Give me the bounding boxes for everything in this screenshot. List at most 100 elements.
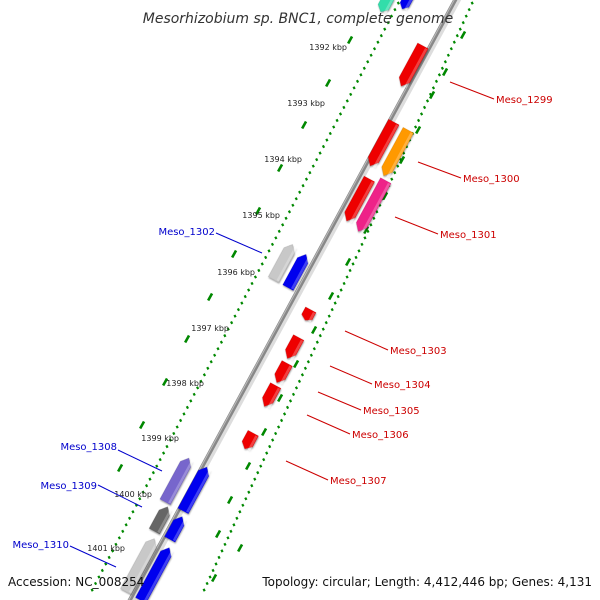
outer-dot <box>220 549 224 553</box>
leader-line <box>117 449 163 472</box>
inner-dot <box>141 490 145 494</box>
gene-meso-1304a-highlight <box>290 339 304 361</box>
kbp-label: 1392 kbp <box>309 43 347 52</box>
outer-major-tick <box>382 191 389 201</box>
kbp-label: 1400 kbp <box>114 490 152 499</box>
gene-meso-1309-highlight <box>172 518 187 542</box>
outer-dot <box>274 431 278 436</box>
gene-meso-1301a <box>344 175 376 223</box>
inner-dot <box>260 262 264 266</box>
inner-dot <box>175 425 179 429</box>
inner-dot <box>100 568 104 573</box>
inner-dot <box>332 125 336 129</box>
outer-dot <box>461 20 465 25</box>
outer-dot <box>458 27 462 31</box>
kbp-label: 1399 kbp <box>141 434 179 443</box>
inner-dot <box>138 497 142 501</box>
outer-dot <box>214 562 218 566</box>
inner-dot <box>294 197 298 201</box>
inner-dot <box>124 523 128 527</box>
inner-dot <box>321 144 326 149</box>
inner-dot <box>396 1 400 5</box>
outer-dot <box>306 360 310 364</box>
outer-dot <box>396 164 400 168</box>
gene-meso-1304a <box>285 334 305 361</box>
outer-dot <box>321 327 325 331</box>
inner-major-tick <box>207 292 214 302</box>
inner-major-tick <box>231 249 238 259</box>
outer-dot <box>452 40 456 44</box>
inner-major-tick <box>117 463 124 473</box>
inner-dot <box>155 464 159 468</box>
leader-line <box>97 484 143 508</box>
inner-dot <box>366 60 370 64</box>
gene-label: Meso_1305 <box>363 406 420 417</box>
outer-dot <box>294 386 299 390</box>
outer-dot <box>303 366 307 370</box>
gene-meso-1305 <box>262 382 282 409</box>
inner-dot <box>110 549 115 553</box>
outer-dot <box>440 66 444 70</box>
gene-label: Meso_1309 <box>40 481 97 492</box>
kbp-label: 1395 kbp <box>242 211 280 220</box>
outer-major-tick <box>363 225 370 235</box>
inner-dot <box>158 457 162 462</box>
outer-dot <box>300 373 304 377</box>
gene-meso-1301-highlight <box>361 182 391 234</box>
inner-dot <box>267 249 271 253</box>
outer-dot <box>232 523 236 527</box>
leader-line <box>329 365 373 385</box>
inner-dot <box>233 314 237 318</box>
inner-dot <box>182 412 186 416</box>
inner-dot <box>131 510 135 514</box>
outer-dot <box>345 275 349 279</box>
outer-major-tick <box>293 359 300 369</box>
outer-dot <box>217 555 221 560</box>
inner-major-tick <box>139 420 146 430</box>
inner-dot <box>209 360 213 364</box>
inner-dot <box>328 131 332 136</box>
outer-dot <box>244 497 248 501</box>
inner-dot <box>247 288 251 292</box>
inner-dot <box>243 294 247 299</box>
leader-line <box>317 391 362 411</box>
inner-dot <box>192 392 196 397</box>
inner-dot <box>253 275 258 279</box>
outer-major-tick <box>415 125 422 135</box>
outer-dot <box>357 249 361 253</box>
outer-dot <box>393 170 397 175</box>
outer-major-tick <box>215 529 222 539</box>
inner-dot <box>236 307 241 312</box>
inner-dot <box>389 14 394 18</box>
gene-label: Meso_1303 <box>390 346 447 357</box>
inner-dot <box>121 529 125 534</box>
outer-dot <box>229 529 233 534</box>
gene-meso-1300a-shape <box>367 118 400 167</box>
gene-top-blue-highlight <box>404 0 414 11</box>
outer-dot <box>253 477 257 481</box>
inner-dot <box>226 327 230 331</box>
outer-dot <box>324 320 328 325</box>
inner-dot <box>383 27 387 31</box>
inner-dot <box>223 334 227 338</box>
kbp-label: 1397 kbp <box>191 324 229 333</box>
gene-meso-1304a-shape <box>285 334 305 359</box>
inner-dot <box>281 223 285 227</box>
outer-major-tick <box>429 90 436 100</box>
inner-dot <box>304 177 309 181</box>
outer-dot <box>312 347 316 351</box>
gene-meso-1306-highlight <box>247 435 258 451</box>
genome-backbone <box>127 0 462 600</box>
outer-major-tick <box>211 573 218 583</box>
inner-dot <box>342 105 346 110</box>
outer-dot <box>247 490 251 494</box>
leader-line <box>285 460 329 481</box>
inner-dot <box>144 484 149 488</box>
inner-dot <box>362 66 366 70</box>
gene-meso-1300 <box>381 126 415 178</box>
leader-line <box>449 81 495 100</box>
outer-dot <box>342 281 346 286</box>
inner-dot <box>250 281 254 286</box>
gene-meso-1308-violet <box>159 457 194 506</box>
